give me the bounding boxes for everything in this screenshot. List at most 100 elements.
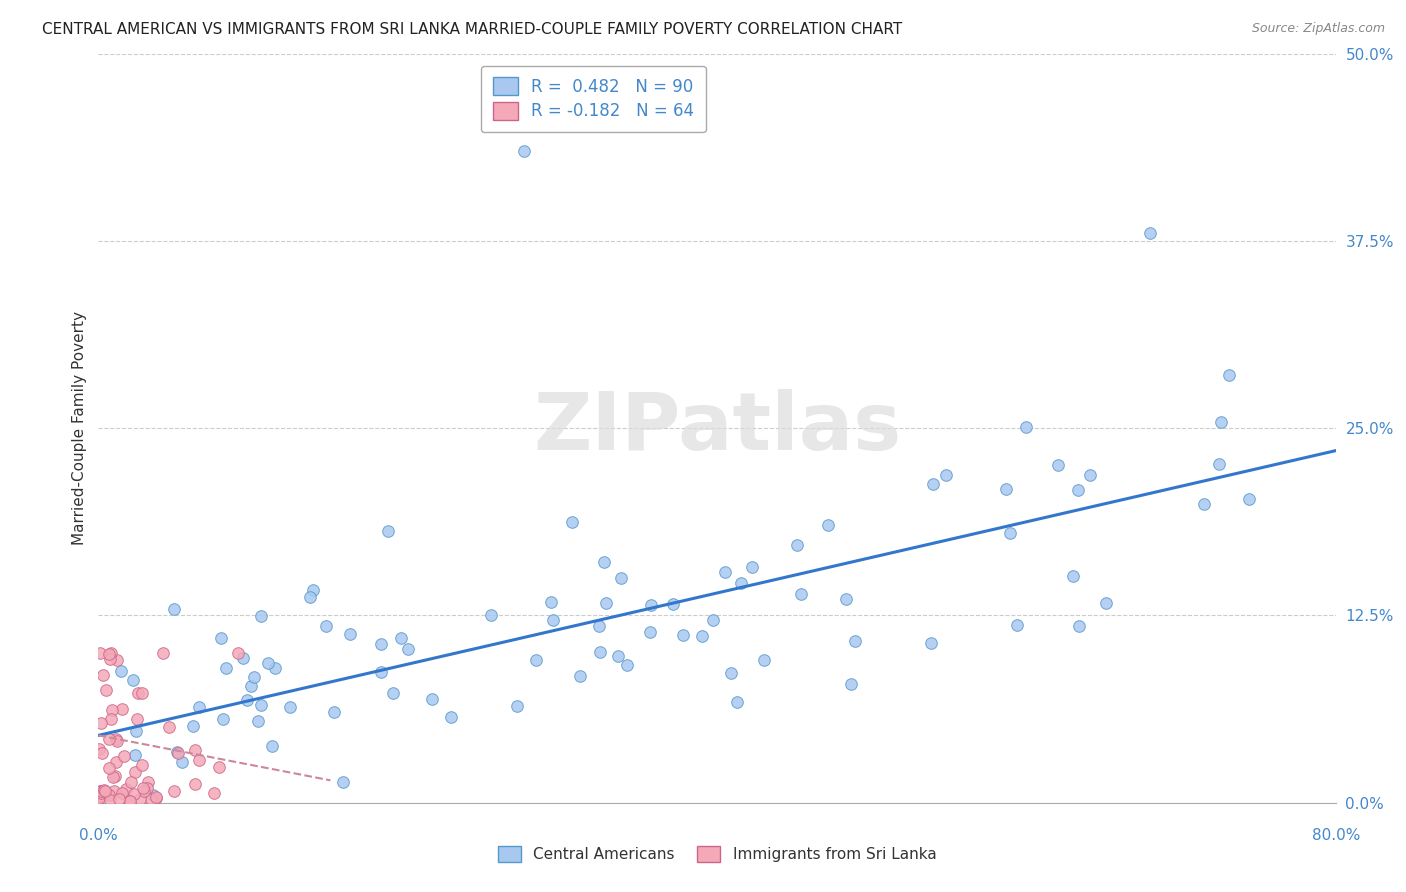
Point [835,592,858,607]
Point [250,698,273,712]
Point [389,632,412,646]
Point [103,770,125,784]
Point [105,733,128,747]
Point [181,719,204,733]
Point [89,646,111,660]
Point [90,784,112,798]
Point [212,712,235,726]
Point [817,518,839,533]
Point [131,686,153,700]
Point [131,758,153,772]
Point [142,789,165,803]
Point [247,714,270,729]
Point [184,777,207,791]
Point [134,784,156,798]
Point [396,642,419,657]
Point [588,618,610,632]
Point [249,608,271,623]
Point [98,789,121,803]
Point [1209,415,1232,429]
Point [152,646,174,660]
Point [240,679,263,693]
Point [1005,618,1028,632]
Point [188,753,211,767]
Point [90,789,112,804]
Point [725,695,748,709]
Point [595,596,617,610]
Point [97,787,120,801]
Point [243,670,266,684]
Point [1237,492,1260,507]
Point [118,794,141,808]
Point [382,686,405,700]
Point [370,665,392,680]
Point [543,613,565,627]
Point [91,668,114,682]
Point [302,583,325,598]
Point [672,628,695,642]
Point [120,774,142,789]
Point [922,477,945,491]
Point [89,784,111,798]
Point [1046,458,1069,472]
Point [107,792,129,806]
Point [1139,227,1161,241]
Point [111,702,134,716]
Point [439,710,461,724]
Point [98,648,121,662]
Point [104,731,127,746]
Point [264,661,287,675]
Point [589,645,612,659]
Point [101,703,124,717]
Point [844,634,866,648]
Point [790,587,813,601]
Point [1208,457,1230,471]
Point [166,745,188,759]
Point [89,742,111,756]
Point [640,598,662,612]
Point [1062,569,1084,583]
Point [125,712,148,726]
Point [157,720,180,734]
Point [111,786,134,800]
Point [91,746,114,760]
Point [1078,467,1101,482]
Point [332,775,354,789]
Point [1067,483,1090,498]
Point [256,656,278,670]
Point [118,794,141,808]
Point [232,651,254,665]
Point [935,467,957,482]
Point [103,784,125,798]
Point [235,692,257,706]
Point [1015,420,1038,434]
Point [690,629,713,643]
Point [315,618,337,632]
Point [323,705,346,719]
Point [513,144,536,158]
Point [90,789,112,803]
Point [187,700,209,714]
Text: Source: ZipAtlas.com: Source: ZipAtlas.com [1251,22,1385,36]
Y-axis label: Married-Couple Family Poverty: Married-Couple Family Poverty [72,311,87,545]
Point [568,669,591,683]
Point [202,786,225,800]
Point [145,790,167,805]
Point [209,632,232,646]
Point [163,601,186,615]
Legend: Central Americans, Immigrants from Sri Lanka: Central Americans, Immigrants from Sri L… [491,838,943,870]
Point [998,525,1021,540]
Point [640,624,662,639]
Point [104,769,127,783]
Point [90,786,112,800]
Point [713,565,735,579]
Point [226,646,249,660]
Point [105,755,128,769]
Point [100,646,122,660]
Point [540,594,562,608]
Text: ZIPatlas: ZIPatlas [533,389,901,467]
Point [98,652,121,666]
Point [122,673,145,687]
Point [702,613,724,627]
Point [98,792,121,806]
